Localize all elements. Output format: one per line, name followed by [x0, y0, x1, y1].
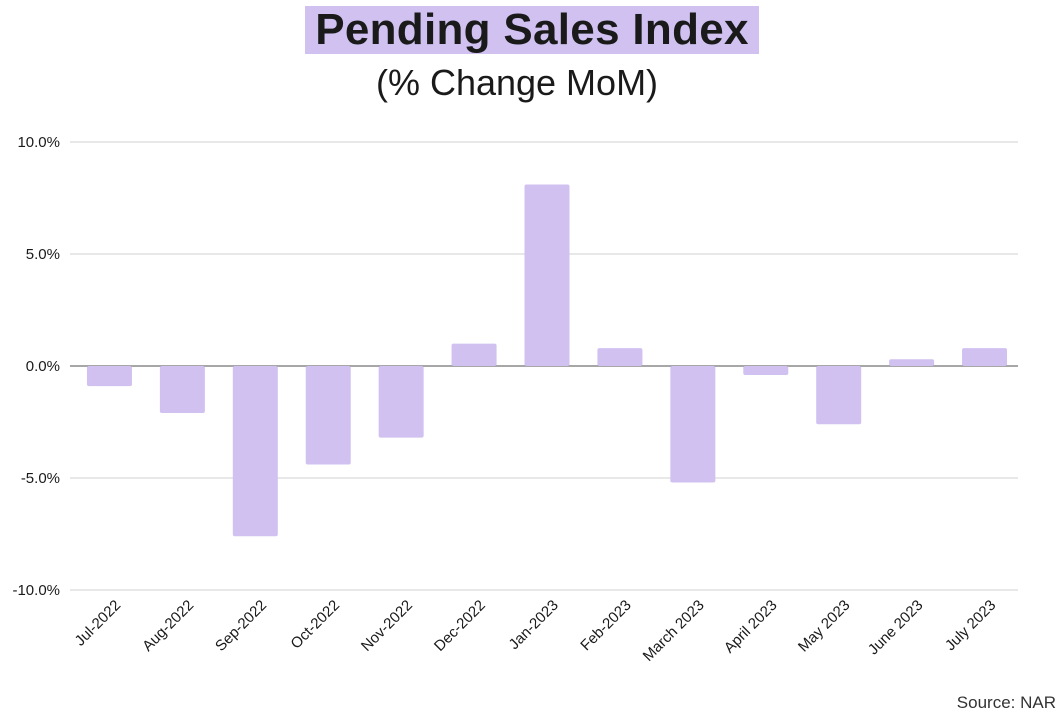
- bar: [232, 366, 278, 537]
- x-tick-label: Jan-2023: [506, 597, 562, 653]
- x-tick-label: Jul-2022: [72, 597, 125, 650]
- source-note: Source: NAR: [956, 693, 1056, 712]
- bar: [305, 366, 351, 465]
- x-tick-label: May 2023: [795, 597, 854, 656]
- bar: [524, 184, 570, 366]
- bar: [889, 359, 935, 366]
- bar: [159, 366, 205, 414]
- x-tick-label: April 2023: [721, 597, 781, 657]
- bar: [743, 366, 789, 375]
- bar: [816, 366, 862, 425]
- bar: [670, 366, 716, 483]
- title-wrapper: Pending Sales Index: [0, 0, 1064, 54]
- y-tick-label: -5.0%: [21, 470, 60, 487]
- chart-subtitle: (% Change MoM): [375, 62, 659, 103]
- y-tick-label: 5.0%: [26, 246, 60, 263]
- bar: [86, 366, 132, 387]
- y-tick-label: -10.0%: [12, 582, 60, 599]
- x-tick-label: Oct-2022: [287, 597, 343, 653]
- x-tick-label: Aug-2022: [139, 597, 197, 655]
- x-tick-label: Dec-2022: [431, 597, 489, 655]
- y-tick-label: 10.0%: [17, 134, 60, 151]
- bar: [451, 343, 497, 366]
- bar: [962, 348, 1008, 366]
- bar: [597, 348, 643, 366]
- x-tick-label: March 2023: [640, 597, 708, 665]
- bar: [378, 366, 424, 438]
- x-tick-label: Nov-2022: [358, 597, 416, 655]
- x-tick-label: Sep-2022: [212, 597, 270, 655]
- y-tick-label: 0.0%: [26, 358, 60, 375]
- chart-title: Pending Sales Index: [305, 6, 759, 54]
- x-tick-label: Feb-2023: [577, 597, 634, 654]
- x-tick-label: July 2023: [942, 597, 999, 654]
- x-tick-label: June 2023: [865, 597, 927, 659]
